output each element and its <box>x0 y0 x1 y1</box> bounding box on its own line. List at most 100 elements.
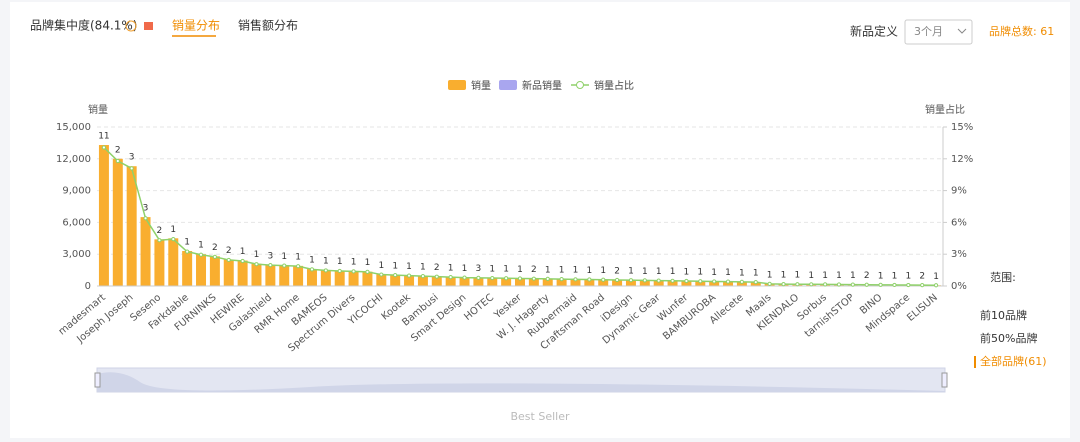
line-point <box>504 276 509 281</box>
bar <box>140 217 151 286</box>
line-point <box>490 275 495 281</box>
line-point <box>642 278 647 283</box>
line-point <box>282 263 287 268</box>
bar <box>251 263 262 286</box>
bar <box>223 259 234 286</box>
bar-label: 1 <box>808 271 814 281</box>
bar-label: 1 <box>739 268 745 278</box>
line-point <box>892 282 897 288</box>
bar-label: 1 <box>351 258 357 268</box>
bar-label: 2 <box>531 265 537 275</box>
tab[interactable]: 销量分布 <box>172 19 220 33</box>
line-point <box>365 269 370 275</box>
line-point <box>559 277 564 282</box>
bar-label: 1 <box>420 262 426 272</box>
bar-label: 1 <box>795 271 801 281</box>
period-select[interactable] <box>904 19 973 45</box>
bar <box>445 276 456 286</box>
bar <box>417 275 428 286</box>
bar <box>362 271 373 286</box>
line-point <box>587 277 592 282</box>
bar <box>306 269 317 286</box>
y2-tick-label: 6% <box>951 217 967 228</box>
bar <box>431 276 442 286</box>
bar <box>126 166 137 286</box>
line-point <box>517 276 523 281</box>
bar <box>279 265 290 286</box>
bar-label: 1 <box>684 267 690 277</box>
zoom-handle[interactable] <box>94 372 101 388</box>
bar-label: 1 <box>281 252 287 262</box>
range-option[interactable]: 前50%品牌 <box>980 331 1037 345</box>
y2-tick-label: 3% <box>951 249 967 260</box>
line-point <box>684 278 689 284</box>
bar <box>182 251 193 286</box>
line-point <box>198 252 204 257</box>
legend-marker <box>576 81 584 89</box>
line-point <box>462 275 467 280</box>
bar <box>625 280 636 286</box>
bar-label: 2 <box>212 243 218 253</box>
bar-label: 1 <box>184 238 190 248</box>
bar <box>473 277 484 286</box>
line-point <box>781 281 786 287</box>
bar-label: 1 <box>170 225 176 235</box>
line-point <box>739 279 745 284</box>
bar-label: 3 <box>143 204 149 214</box>
line-point <box>129 166 134 171</box>
bar-label: 2 <box>864 271 870 281</box>
bar <box>584 279 595 286</box>
zoom-handle[interactable] <box>941 372 948 388</box>
range-option[interactable]: 前10品牌 <box>980 308 1027 322</box>
bar-label: 2 <box>226 246 232 256</box>
range-marker <box>974 356 976 368</box>
bar-label: 1 <box>600 266 606 276</box>
bar-label: 1 <box>462 264 468 274</box>
line-point <box>628 278 634 283</box>
bar-label: 1 <box>850 271 856 281</box>
range-label: 范围: <box>990 270 1016 284</box>
range-option[interactable]: 全部品牌(61) <box>980 354 1047 368</box>
bar <box>501 278 512 286</box>
bar-label: 1 <box>254 250 260 260</box>
bar <box>237 260 248 286</box>
bar-label: 1 <box>309 256 315 266</box>
x-tick-label: ELISUN <box>905 292 940 324</box>
line-point <box>143 216 148 221</box>
y-tick-label: 15,000 <box>56 122 91 133</box>
line-point <box>476 275 481 280</box>
bar-label: 1 <box>836 271 842 281</box>
y-tick-label: 12,000 <box>56 154 91 165</box>
bar <box>612 279 623 286</box>
line-point <box>185 249 190 254</box>
line-point <box>157 238 162 243</box>
bar <box>196 254 207 286</box>
bar <box>542 278 553 286</box>
video-icon <box>144 22 153 30</box>
line-point <box>268 263 273 268</box>
bar <box>459 277 470 286</box>
bar-label: 3 <box>267 251 273 261</box>
bar <box>209 256 220 286</box>
tab[interactable]: 销售额分布 <box>238 18 298 33</box>
line-point <box>725 279 731 284</box>
bar-label: 1 <box>406 262 412 272</box>
bar-label: 1 <box>767 270 773 280</box>
bar <box>709 281 720 286</box>
line-point <box>254 262 259 267</box>
bar <box>723 281 734 286</box>
bar <box>334 270 345 286</box>
line-point <box>670 278 675 283</box>
bar-label: 1 <box>198 241 204 251</box>
bar <box>570 279 581 286</box>
bar <box>404 275 415 286</box>
bar-label: 1 <box>642 267 648 277</box>
x-tick-label: HOTEC <box>462 292 496 323</box>
y2-tick-label: 0% <box>951 281 967 292</box>
bar-label: 1 <box>878 271 884 281</box>
line-point <box>836 282 842 287</box>
y-tick-label: 0 <box>85 281 91 292</box>
bar <box>390 274 401 286</box>
bar-label: 1 <box>781 271 787 281</box>
